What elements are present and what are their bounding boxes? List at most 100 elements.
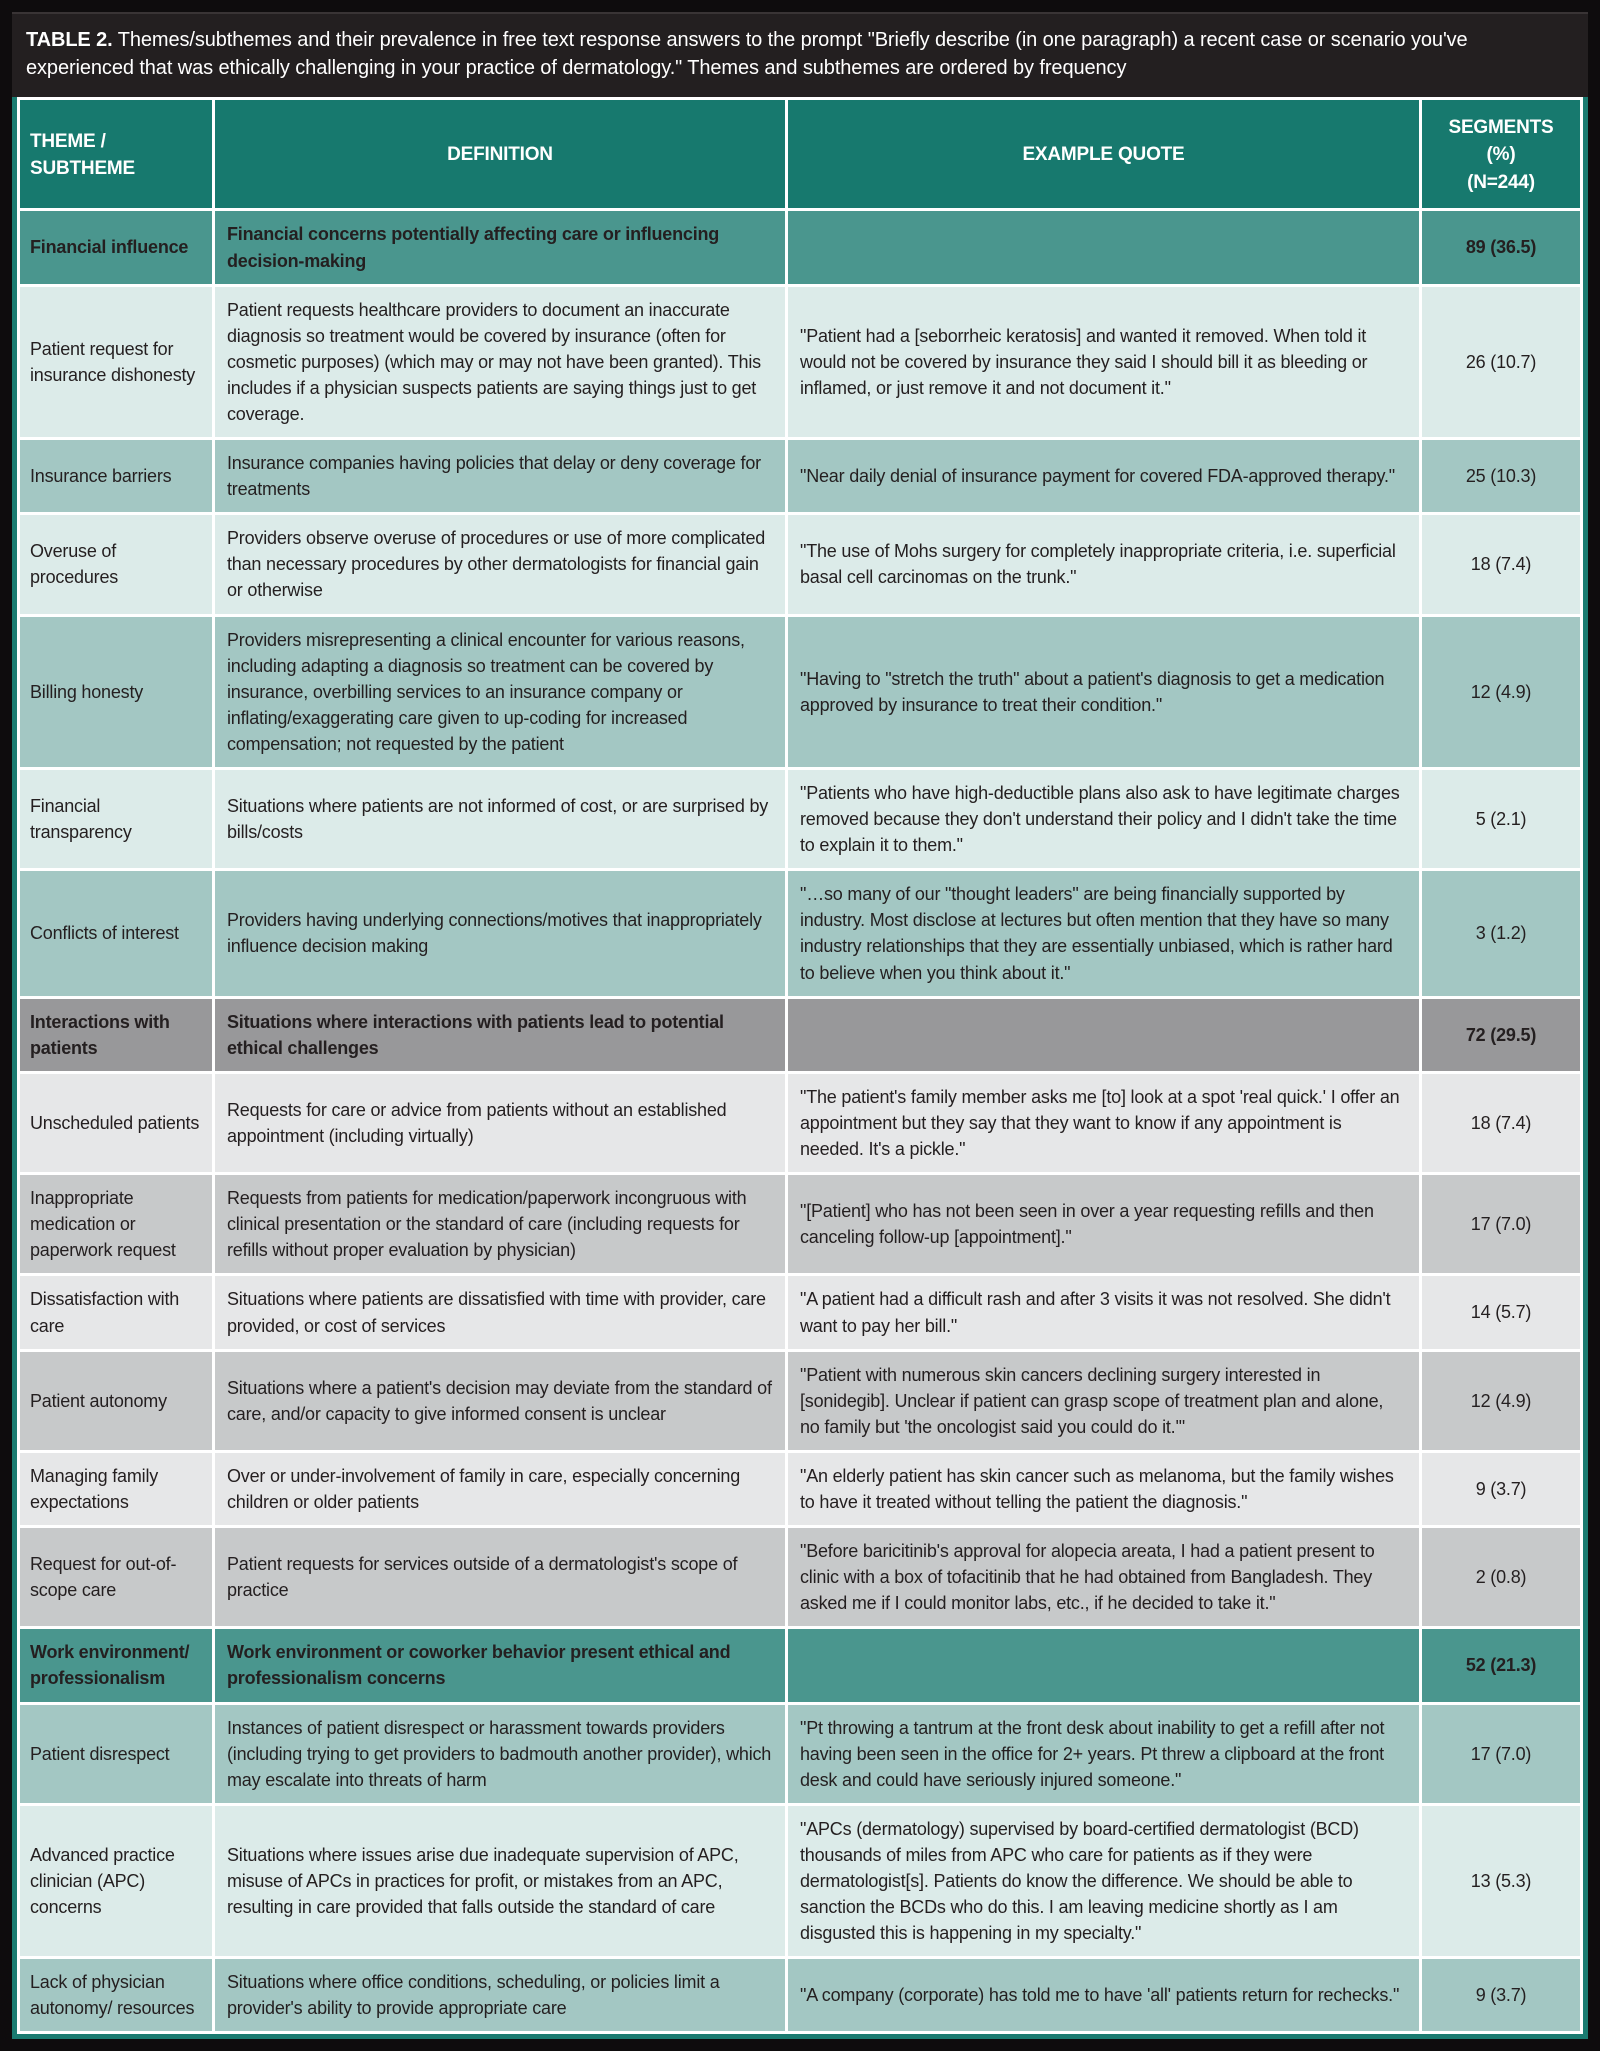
subtheme-row: Conflicts of interest Providers having u… [20,871,1580,996]
table-body: Financial influence Financial concerns p… [20,211,1580,2032]
column-header-segments: SEGMENTS (%) (n=244) [1422,99,1580,209]
theme-row: Interactions with patients Situations wh… [20,998,1580,1071]
definition-cell: Situations where a patient's decision ma… [215,1351,785,1450]
subtheme-row: Financial transparency Situations where … [20,770,1580,869]
example-quote-cell: "Patient with numerous skin cancers decl… [788,1351,1419,1450]
subtheme-row: Overuse of procedures Providers observe … [20,515,1580,614]
segments-cell: 12 (4.9) [1422,1351,1580,1450]
definition-cell: Patient requests healthcare providers to… [215,286,785,438]
subtheme-row: Inappropriate medication or paperwork re… [20,1175,1580,1274]
definition-cell: Providers having underlying connections/… [215,871,785,996]
column-header-definition: DEFINITION [215,99,785,209]
subtheme-row: Insurance barriers Insurance companies h… [20,440,1580,513]
example-quote-cell [788,998,1419,1071]
definition-cell: Situations where issues arise due inadeq… [215,1805,785,1957]
themes-table: THEME / SUBTHEME DEFINITION EXAMPLE QUOT… [17,96,1583,2035]
definition-cell: Insurance companies having policies that… [215,440,785,513]
theme-row: Financial influence Financial concerns p… [20,211,1580,284]
theme-subtheme-cell: Advanced practice clinician (APC) concer… [20,1805,212,1957]
table-number-label: TABLE 2. [26,29,113,51]
column-header-example-quote: EXAMPLE QUOTE [788,99,1419,209]
segments-cell: 17 (7.0) [1422,1175,1580,1274]
subtheme-row: Unscheduled patients Requests for care o… [20,1073,1580,1173]
subtheme-row: Managing family expectations Over or und… [20,1452,1580,1526]
example-quote-cell: "APCs (dermatology) supervised by board-… [788,1805,1419,1957]
theme-subtheme-cell: Lack of physician autonomy/ resources [20,1959,212,2032]
subtheme-row: Patient autonomy Situations where a pati… [20,1351,1580,1450]
example-quote-cell [788,1629,1419,1702]
table-caption: TABLE 2. Themes/subthemes and their prev… [12,12,1588,97]
theme-subtheme-cell: Dissatisfaction with care [20,1276,212,1349]
example-quote-cell [788,211,1419,284]
definition-cell: Providers observe overuse of procedures … [215,515,785,614]
segments-cell: 12 (4.9) [1422,616,1580,768]
segments-cell: 18 (7.4) [1422,1073,1580,1173]
definition-cell: Financial concerns potentially affecting… [215,211,785,284]
segments-cell: 14 (5.7) [1422,1276,1580,1349]
theme-subtheme-cell: Inappropriate medication or paperwork re… [20,1175,212,1274]
example-quote-cell: "Near daily denial of insurance payment … [788,440,1419,513]
definition-cell: Situations where office conditions, sche… [215,1959,785,2032]
segments-cell: 25 (10.3) [1422,440,1580,513]
example-quote-cell: "A company (corporate) has told me to ha… [788,1959,1419,2032]
example-quote-cell: "Patients who have high-deductible plans… [788,770,1419,869]
segments-header-line2: (n=244) [1467,171,1535,193]
segments-cell: 3 (1.2) [1422,871,1580,996]
example-quote-cell: "The patient's family member asks me [to… [788,1073,1419,1173]
subtheme-row: Advanced practice clinician (APC) concer… [20,1805,1580,1957]
example-quote-cell: "A patient had a difficult rash and afte… [788,1276,1419,1349]
column-header-theme-subtheme: THEME / SUBTHEME [20,99,212,209]
definition-cell: Situations where patients are dissatisfi… [215,1276,785,1349]
segments-cell: 18 (7.4) [1422,515,1580,614]
definition-cell: Situations where patients are not inform… [215,770,785,869]
example-quote-cell: "The use of Mohs surgery for completely … [788,515,1419,614]
subtheme-row: Dissatisfaction with care Situations whe… [20,1276,1580,1349]
segments-cell: 9 (3.7) [1422,1959,1580,2032]
definition-cell: Work environment or coworker behavior pr… [215,1629,785,1702]
definition-cell: Requests from patients for medication/pa… [215,1175,785,1274]
segments-cell: 52 (21.3) [1422,1629,1580,1702]
theme-subtheme-cell: Managing family expectations [20,1452,212,1526]
segments-cell: 13 (5.3) [1422,1805,1580,1957]
theme-subtheme-cell: Patient autonomy [20,1351,212,1450]
theme-subtheme-cell: Conflicts of interest [20,871,212,996]
theme-row: Work environment/ professionalism Work e… [20,1629,1580,1702]
theme-subtheme-cell: Request for out-of-scope care [20,1528,212,1627]
subtheme-row: Patient disrespect Instances of patient … [20,1704,1580,1803]
example-quote-cell: "An elderly patient has skin cancer such… [788,1452,1419,1526]
subtheme-row: Lack of physician autonomy/ resources Si… [20,1959,1580,2032]
subtheme-row: Request for out-of-scope care Patient re… [20,1528,1580,1627]
subtheme-row: Patient request for insurance dishonesty… [20,286,1580,438]
definition-cell: Providers misrepresenting a clinical enc… [215,616,785,768]
definition-cell: Over or under-involvement of family in c… [215,1452,785,1526]
subtheme-row: Billing honesty Providers misrepresentin… [20,616,1580,768]
segments-header-line1: SEGMENTS (%) [1448,116,1554,166]
definition-cell: Situations where interactions with patie… [215,998,785,1071]
table-caption-text: Themes/subthemes and their prevalence in… [26,29,1468,80]
example-quote-cell: "Before baricitinib's approval for alope… [788,1528,1419,1627]
segments-cell: 17 (7.0) [1422,1704,1580,1803]
example-quote-cell: "[Patient] who has not been seen in over… [788,1175,1419,1274]
example-quote-cell: "Patient had a [seborrheic keratosis] an… [788,286,1419,438]
theme-subtheme-cell: Financial influence [20,211,212,284]
segments-cell: 5 (2.1) [1422,770,1580,869]
theme-subtheme-cell: Unscheduled patients [20,1073,212,1173]
theme-subtheme-cell: Interactions with patients [20,998,212,1071]
example-quote-cell: "Having to "stretch the truth" about a p… [788,616,1419,768]
segments-cell: 26 (10.7) [1422,286,1580,438]
segments-cell: 2 (0.8) [1422,1528,1580,1627]
theme-subtheme-cell: Financial transparency [20,770,212,869]
theme-subtheme-cell: Insurance barriers [20,440,212,513]
segments-cell: 72 (29.5) [1422,998,1580,1071]
segments-cell: 89 (36.5) [1422,211,1580,284]
definition-cell: Instances of patient disrespect or haras… [215,1704,785,1803]
table-container: THEME / SUBTHEME DEFINITION EXAMPLE QUOT… [12,96,1588,2040]
example-quote-cell: "…so many of our "thought leaders" are b… [788,871,1419,996]
definition-cell: Patient requests for services outside of… [215,1528,785,1627]
theme-subtheme-cell: Overuse of procedures [20,515,212,614]
segments-cell: 9 (3.7) [1422,1452,1580,1526]
definition-cell: Requests for care or advice from patient… [215,1073,785,1173]
theme-subtheme-cell: Billing honesty [20,616,212,768]
theme-subtheme-cell: Patient disrespect [20,1704,212,1803]
